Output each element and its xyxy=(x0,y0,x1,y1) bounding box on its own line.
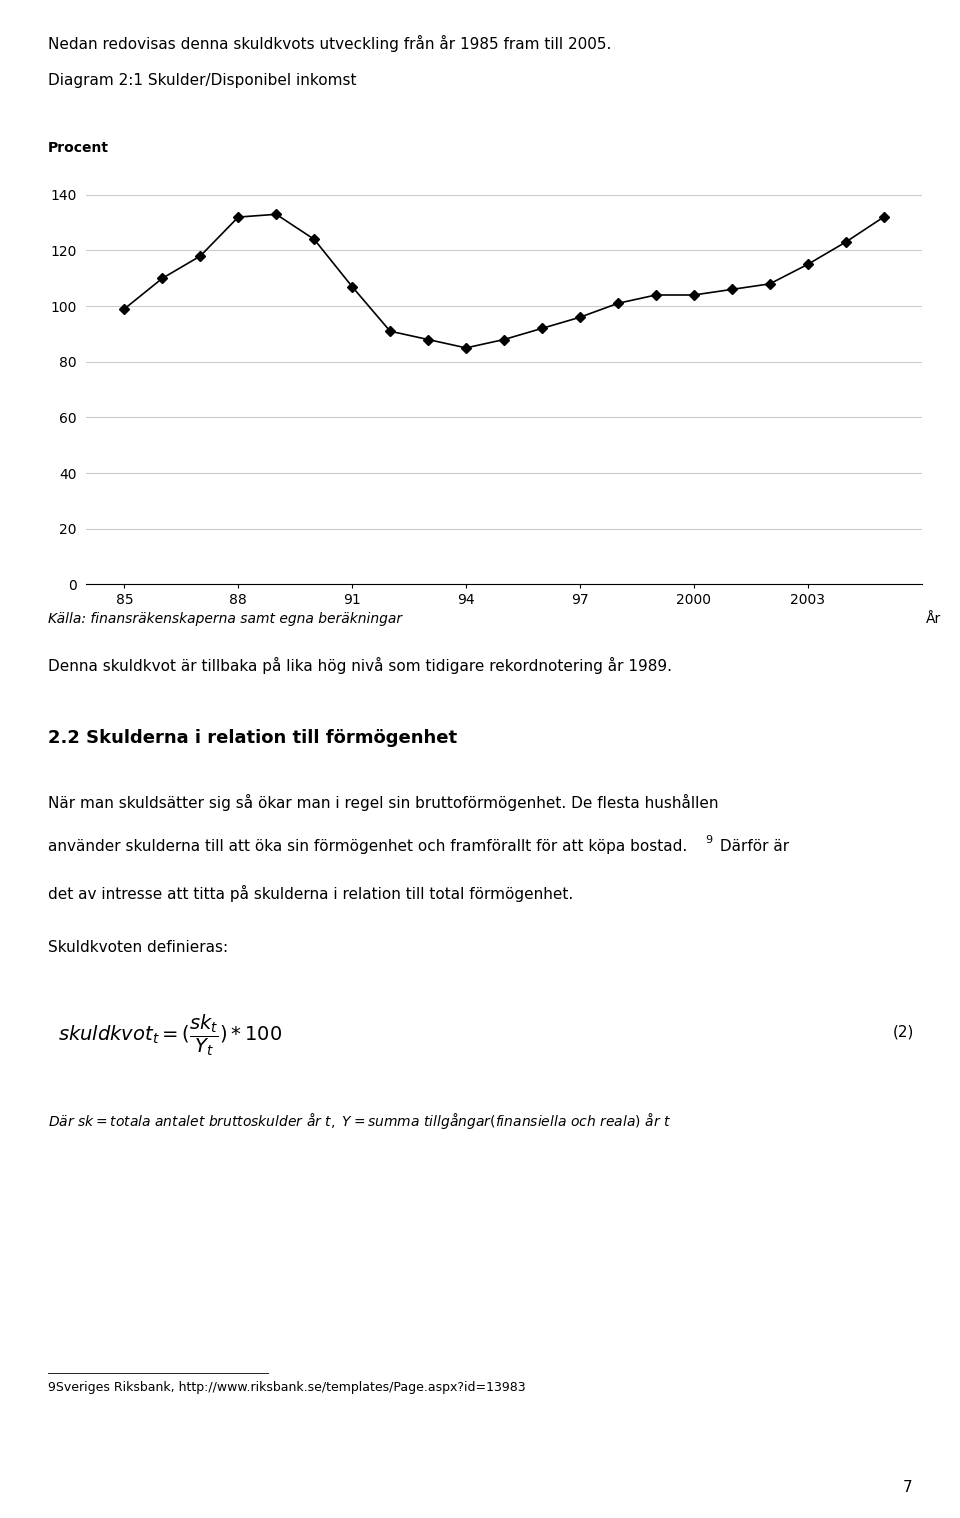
Text: Skuldkvoten definieras:: Skuldkvoten definieras: xyxy=(48,940,228,955)
Text: 7: 7 xyxy=(902,1480,912,1495)
Text: 2.2 Skulderna i relation till förmögenhet: 2.2 Skulderna i relation till förmögenhe… xyxy=(48,729,457,747)
Text: Diagram 2:1 Skulder/Disponibel inkomst: Diagram 2:1 Skulder/Disponibel inkomst xyxy=(48,73,356,88)
Text: Därför är: Därför är xyxy=(715,839,789,855)
Text: När man skuldsätter sig så ökar man i regel sin bruttoförmögenhet. De flesta hus: När man skuldsätter sig så ökar man i re… xyxy=(48,794,718,811)
Text: använder skulderna till att öka sin förmögenhet och framförallt för att köpa bos: använder skulderna till att öka sin förm… xyxy=(48,839,687,855)
Text: 9Sveriges Riksbank, http://www.riksbank.se/templates/Page.aspx?id=13983: 9Sveriges Riksbank, http://www.riksbank.… xyxy=(48,1381,526,1395)
Text: Procent: Procent xyxy=(48,141,109,155)
Text: 9: 9 xyxy=(706,835,712,846)
Text: $\mathit{skuldkvot}_t = (\dfrac{\mathit{sk}_t}{Y_t}) * 100$: $\mathit{skuldkvot}_t = (\dfrac{\mathit{… xyxy=(58,1013,281,1058)
Text: (2): (2) xyxy=(893,1025,914,1040)
Text: $\mathit{Där\ sk = totala\ antalet\ bruttoskulder\ år\ t,\ Y = summa\ tillgångar: $\mathit{Där\ sk = totala\ antalet\ brut… xyxy=(48,1111,671,1131)
Text: År: År xyxy=(925,612,941,625)
Text: Källa: finansräkenskaperna samt egna beräkningar: Källa: finansräkenskaperna samt egna ber… xyxy=(48,612,402,625)
Text: det av intresse att titta på skulderna i relation till total förmögenhet.: det av intresse att titta på skulderna i… xyxy=(48,885,573,902)
Text: Nedan redovisas denna skuldkvots utveckling från år 1985 fram till 2005.: Nedan redovisas denna skuldkvots utveckl… xyxy=(48,35,612,52)
Text: Denna skuldkvot är tillbaka på lika hög nivå som tidigare rekordnotering år 1989: Denna skuldkvot är tillbaka på lika hög … xyxy=(48,657,672,674)
